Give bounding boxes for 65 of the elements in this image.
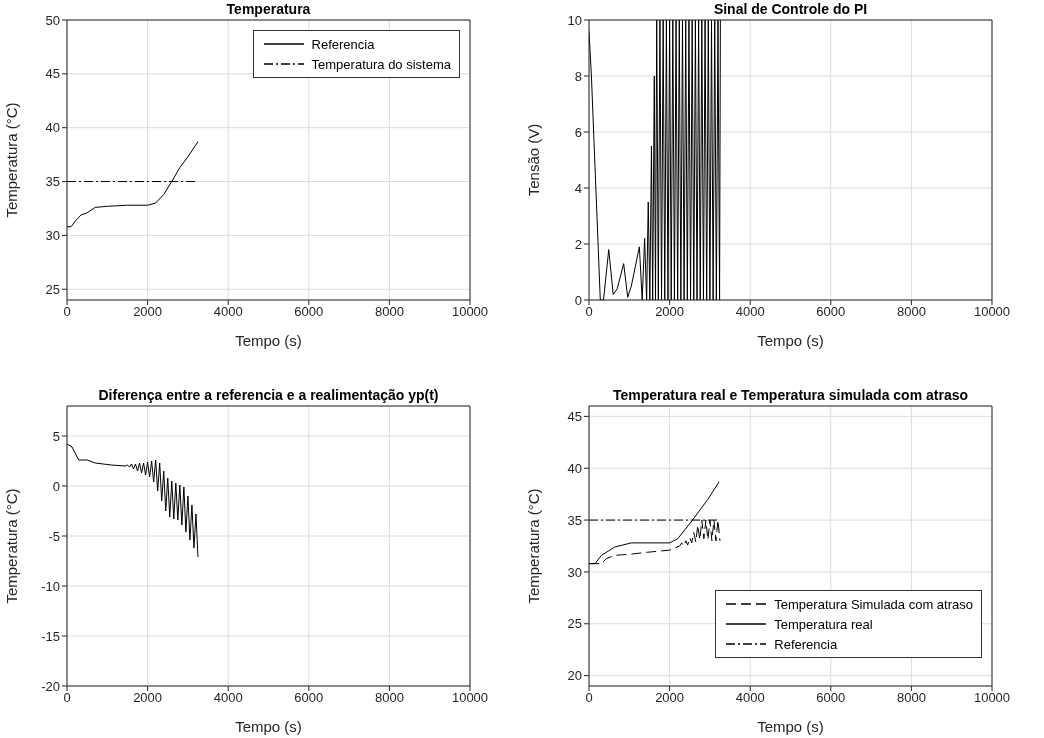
y-tick-label: 45 [567,408,582,424]
y-tick-label: 35 [45,174,60,190]
x-tick-label: 2000 [133,304,163,320]
y-axis-title: Tensão (V) [525,123,543,197]
legend-label: Temperatura real [774,616,873,632]
x-tick-label: 10000 [451,304,489,320]
y-tick-label: -10 [41,578,60,594]
y-tick-label: -20 [41,678,60,694]
y-axis-title: Temperatura (°C) [3,102,21,218]
x-axis-title: Tempo (s) [757,332,824,349]
x-tick-label: 0 [585,304,593,320]
y-tick-label: 40 [45,120,60,136]
x-tick-label: 0 [63,690,71,706]
x-tick-label: 10000 [973,690,1011,706]
legend-label: Referencia [774,636,838,652]
y-tick-label: 35 [567,512,582,528]
x-tick-label: 8000 [374,690,404,706]
x-tick-label: 0 [63,304,71,320]
y-tick-label: 45 [45,66,60,82]
y-tick-label: 20 [567,668,582,684]
y-tick-label: 2 [574,236,582,252]
x-tick-label: 10000 [973,304,1011,320]
x-tick-label: 6000 [816,690,846,706]
y-axis-title: Temperatura (°C) [525,488,543,604]
y-tick-label: 30 [567,564,582,580]
chart-title: Temperatura real e Temperatura simulada com atraso [611,386,970,404]
chart-title: Temperatura [226,1,311,17]
x-axis-title: Tempo (s) [235,332,302,349]
y-tick-label: 0 [52,478,60,494]
x-tick-label: 4000 [213,690,243,706]
x-tick-label: 4000 [213,304,243,320]
x-tick-label: 8000 [374,304,404,320]
y-tick-label: 25 [45,281,60,297]
chart-title: Diferença entre a referencia e a realimentação yp(t) [97,386,440,404]
chart-title: Sinal de Controle do PI [713,1,868,17]
y-tick-label: 8 [574,68,582,84]
x-tick-label: 0 [585,690,593,706]
y-tick-label: 25 [567,616,582,632]
y-tick-label: 0 [574,292,582,308]
x-tick-label: 2000 [655,304,685,320]
y-tick-label: 10 [567,12,582,28]
x-tick-label: 6000 [294,690,324,706]
y-tick-label: 30 [45,228,60,243]
y-tick-label: 50 [45,12,60,28]
y-tick-label: -5 [48,528,60,544]
x-tick-label: 8000 [896,304,926,320]
y-tick-label: 5 [52,428,60,444]
y-tick-label: 40 [567,460,582,476]
y-axis-title: Temperatura (°C) [3,488,21,604]
x-tick-label: 6000 [294,304,324,320]
legend-label: Referencia [311,36,375,52]
x-axis-title: Tempo (s) [235,718,302,735]
x-tick-label: 4000 [735,690,765,706]
y-tick-label: 6 [574,124,582,140]
x-tick-label: 2000 [655,690,685,706]
x-tick-label: 6000 [816,304,846,320]
x-tick-label: 10000 [451,690,489,706]
y-tick-label: -15 [41,628,60,644]
x-axis-title: Tempo (s) [757,718,824,735]
x-tick-label: 4000 [735,304,765,320]
x-tick-label: 2000 [133,690,163,706]
legend-label: Temperatura do sistema [311,56,451,72]
legend-label: Temperatura Simulada com atraso [774,596,973,612]
x-tick-label: 8000 [896,690,926,706]
y-tick-label: 4 [574,180,582,196]
